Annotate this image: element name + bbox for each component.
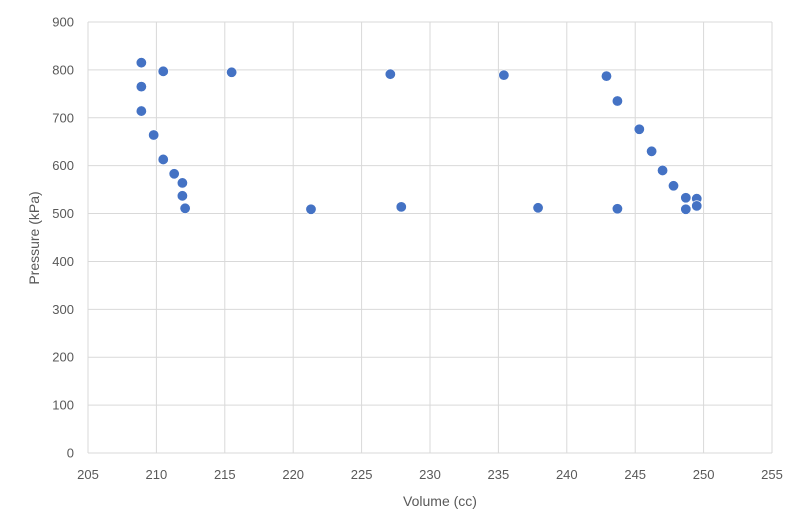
data-point (498, 69, 510, 81)
x-axis-title: Volume (cc) (403, 493, 477, 509)
y-tick-label: 400 (52, 254, 74, 269)
x-tick-label: 255 (761, 467, 783, 482)
y-tick-label: 200 (52, 350, 74, 365)
data-point (691, 200, 703, 212)
y-axis-title: Pressure (kPa) (26, 191, 42, 284)
data-point (135, 81, 147, 93)
x-tick-label: 210 (146, 467, 168, 482)
data-point (157, 65, 169, 77)
y-tick-label: 0 (67, 446, 74, 461)
y-tick-label: 600 (52, 158, 74, 173)
data-point (148, 129, 160, 141)
data-point (657, 164, 669, 176)
data-point (176, 177, 188, 189)
data-point (680, 192, 692, 204)
x-tick-label: 250 (693, 467, 715, 482)
x-tick-label: 240 (556, 467, 578, 482)
data-point (532, 202, 544, 214)
y-tick-label: 700 (52, 110, 74, 125)
data-point (135, 57, 147, 69)
gridlines (87, 21, 773, 454)
data-point (157, 153, 169, 165)
data-point (395, 201, 407, 213)
data-point (168, 168, 180, 180)
y-tick-label: 900 (52, 15, 74, 30)
data-point (600, 70, 612, 82)
data-point (384, 68, 396, 80)
y-tick-label: 100 (52, 398, 74, 413)
data-point (646, 145, 658, 157)
x-tick-label: 205 (77, 467, 99, 482)
data-point (135, 105, 147, 117)
x-tick-label: 235 (488, 467, 510, 482)
y-tick-label: 800 (52, 62, 74, 77)
data-point (668, 180, 680, 192)
y-tick-label: 300 (52, 302, 74, 317)
x-tick-label: 230 (419, 467, 441, 482)
y-axis-tick-labels: 0 100 200 300 400 500 600 700 800 900 (52, 15, 74, 461)
x-tick-label: 215 (214, 467, 236, 482)
x-axis-tick-labels: 205 210 215 220 225 230 235 240 245 250 255 (77, 467, 783, 482)
data-point (179, 202, 191, 214)
data-point (611, 95, 623, 107)
data-point (226, 66, 238, 78)
data-point (305, 203, 317, 215)
x-tick-label: 220 (282, 467, 304, 482)
y-tick-label: 500 (52, 206, 74, 221)
data-point (176, 190, 188, 202)
data-point (633, 123, 645, 135)
x-tick-label: 245 (624, 467, 646, 482)
data-point (680, 203, 692, 215)
x-tick-label: 225 (351, 467, 373, 482)
data-point (611, 203, 623, 215)
data-points (135, 57, 703, 215)
